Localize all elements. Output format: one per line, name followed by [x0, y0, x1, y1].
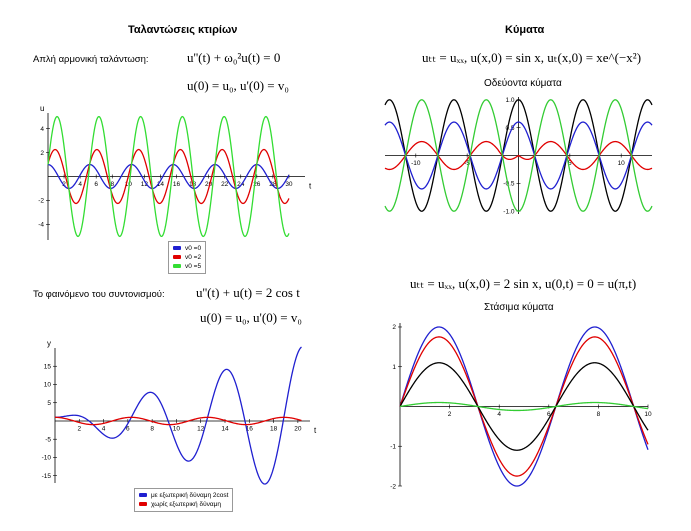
- x-tick-label: -10: [411, 160, 421, 167]
- y-tick-label: -4: [38, 222, 44, 229]
- x-tick-label: 26: [253, 181, 261, 188]
- legend-entry: χωρίς εξωτερική δύναμη: [151, 501, 222, 508]
- wave-line-red: [384, 140, 653, 171]
- legend-swatch-blue: [173, 246, 181, 251]
- y-tick-label: 15: [44, 363, 52, 370]
- x-tick-label: 30: [285, 181, 293, 188]
- standing-wave-line-3: [399, 401, 649, 412]
- x-tick-label: 10: [173, 425, 181, 432]
- x-tick-label: 8: [150, 425, 154, 432]
- harmonic-initial-conditions: u(0) = u₀, u'(0) = v₀: [187, 78, 289, 93]
- harmonic-equation: u''(t) + ω₀²u(t) = 0: [187, 50, 281, 65]
- y-tick-label: 4: [40, 126, 44, 133]
- legend-entry: v0 =2: [185, 254, 202, 261]
- x-tick-label: 14: [221, 425, 229, 432]
- legend-swatch-red: [173, 255, 181, 260]
- x-tick-label: 16: [246, 425, 254, 432]
- series-line-v0-2: [47, 148, 290, 205]
- x-tick-label: 2: [77, 425, 81, 432]
- resonance-equation: u''(t) + u(t) = 2 cos t: [196, 285, 300, 300]
- y-tick-label: -1.0: [503, 208, 515, 215]
- series-line-forced: [55, 346, 302, 485]
- x-tick-label: 14: [157, 181, 165, 188]
- wave-line-green: [384, 99, 653, 212]
- series-line-v0-0: [47, 163, 290, 190]
- travelling-waves-chart: -10 -5 5 10 -1.0 -0.5 0.5 1.0: [384, 97, 653, 215]
- y-tick-label: -1: [390, 443, 396, 450]
- x-tick-label: 16: [173, 181, 181, 188]
- x-tick-label: 2: [62, 181, 66, 188]
- y-tick-label: -0.5: [503, 181, 515, 188]
- harmonic-label: Απλή αρμονική ταλάντωση:: [33, 54, 149, 65]
- travelling-wave-equation: uₜₜ = uₓₓ, u(x,0) = sin x, uₜ(x,0) = xe^…: [422, 50, 642, 65]
- standing-wave-line-0: [399, 326, 649, 487]
- series-line-v0-5: [47, 115, 290, 238]
- x-tick-label: 20: [294, 425, 302, 432]
- x-tick-label: 10: [644, 411, 652, 418]
- legend-entry: με εξωτερική δύναμη 2cost: [151, 492, 229, 499]
- x-tick-label: 4: [102, 425, 106, 432]
- resonance-chart: 2 4 6 8 10 12 14 16 18 20 -15 -10 -5 5 10 15 t y: [42, 339, 317, 485]
- y-tick-label: 10: [44, 382, 52, 389]
- resonance-label: Το φαινόμενο του συντονισμού:: [33, 289, 165, 300]
- series-line-free: [54, 416, 302, 426]
- standing-waves-chart: 2 4 6 8 10 -2 -1 1 2: [390, 323, 652, 490]
- resonance-legend: με εξωτερική δύναμη 2cost χωρίς εξωτερικ…: [134, 488, 234, 512]
- x-tick-label: 18: [270, 425, 278, 432]
- y-tick-label: 1.0: [505, 97, 514, 104]
- standing-wave-line-2: [399, 362, 649, 451]
- y-tick-label: -15: [42, 473, 52, 480]
- x-tick-label: 8: [597, 411, 601, 418]
- standing-wave-equation: uₜₜ = uₓₓ, u(x,0) = 2 sin x, u(0,t) = 0 …: [410, 276, 637, 291]
- x-axis-label: t: [314, 426, 317, 435]
- wave-line-black: [384, 99, 653, 212]
- harmonic-legend: v0 =0 v0 =2 v0 =5: [168, 241, 207, 274]
- wave-line-blue: [384, 121, 653, 190]
- x-tick-label: 22: [221, 181, 229, 188]
- y-tick-label: -5: [45, 436, 51, 443]
- x-tick-label: 4: [497, 411, 501, 418]
- legend-entry: v0 =5: [185, 263, 202, 270]
- x-tick-label: 10: [618, 160, 626, 167]
- x-axis-label: t: [309, 182, 312, 191]
- standing-waves-subtitle: Στάσιμα κύματα: [484, 302, 554, 313]
- x-tick-label: 4: [78, 181, 82, 188]
- y-tick-label: 2: [40, 150, 44, 157]
- y-tick-label: -2: [390, 483, 396, 490]
- x-tick-label: 12: [197, 425, 205, 432]
- y-axis-label: y: [47, 339, 51, 348]
- x-tick-label: 6: [547, 411, 551, 418]
- x-tick-label: 5: [568, 160, 572, 167]
- x-tick-label: 20: [205, 181, 213, 188]
- legend-swatch-red: [139, 502, 147, 507]
- y-tick-label: 5: [47, 400, 51, 407]
- left-title: Ταλαντώσεις κτιρίων: [128, 24, 238, 36]
- y-axis-label: u: [40, 105, 44, 113]
- legend-swatch-blue: [139, 493, 147, 498]
- y-tick-label: 0.5: [505, 125, 514, 132]
- y-tick-label: 1: [392, 364, 396, 371]
- x-tick-label: 2: [448, 411, 452, 418]
- resonance-initial-conditions: u(0) = u₀, u'(0) = v₀: [200, 310, 302, 325]
- y-tick-label: -2: [38, 198, 44, 205]
- x-tick-label: 12: [141, 181, 149, 188]
- x-tick-label: 6: [126, 425, 130, 432]
- y-tick-label: -10: [42, 455, 52, 462]
- y-tick-label: 2: [392, 324, 396, 331]
- x-tick-label: 8: [110, 181, 114, 188]
- right-title: Κύματα: [505, 24, 545, 36]
- x-tick-label: 6: [94, 181, 98, 188]
- legend-swatch-green: [173, 264, 181, 269]
- x-tick-label: 10: [125, 181, 133, 188]
- x-tick-label: 28: [269, 181, 277, 188]
- legend-entry: v0 =0: [185, 245, 202, 252]
- x-tick-label: -5: [464, 160, 470, 167]
- standing-wave-line-1: [399, 336, 649, 477]
- travelling-waves-subtitle: Οδεύοντα κύματα: [484, 78, 562, 89]
